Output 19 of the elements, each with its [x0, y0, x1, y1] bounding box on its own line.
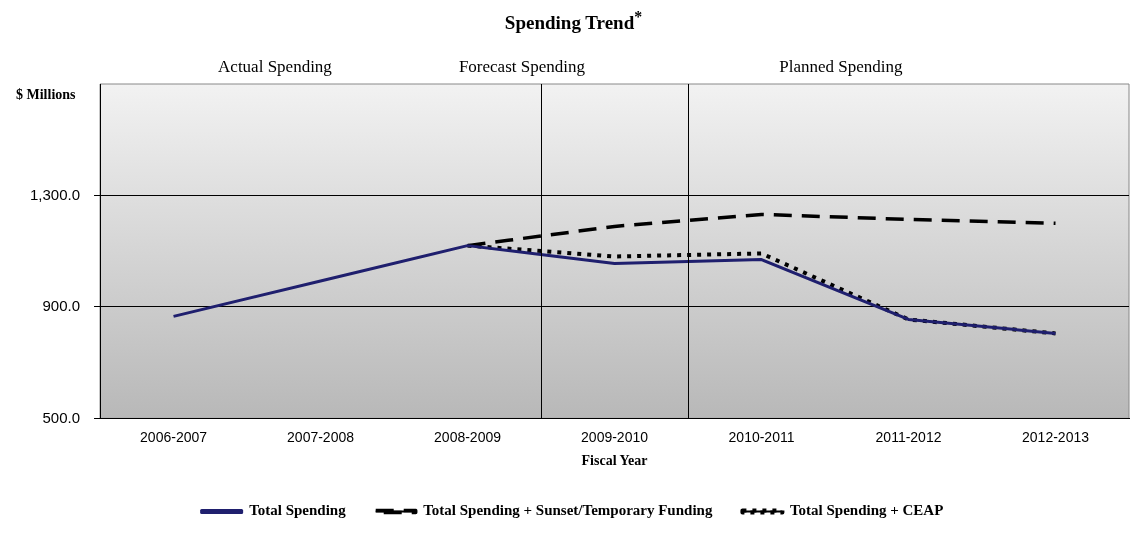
y-tick-label: 1,300.0 [30, 185, 81, 203]
x-tick-label: 2008-2009 [434, 428, 502, 445]
x-tick-label: 2007-2008 [287, 428, 355, 445]
x-tick-label: 2006-2007 [140, 428, 208, 445]
legend-label: Total Spending [249, 502, 347, 519]
y-tick-label: 900.0 [42, 297, 81, 315]
y-tick-label: 500.0 [42, 408, 81, 426]
x-tick-label: 2010-2011 [728, 428, 795, 445]
legend-label: Total Spending + Sunset/Temporary Funding [423, 502, 713, 519]
text: Planned Spending [779, 57, 904, 77]
text: Forecast Spending [458, 57, 586, 77]
y-axis-title: $ Millions [16, 86, 77, 102]
x-tick-label: 2009-2010 [581, 428, 649, 445]
legend-label: Total Spending + CEAP [789, 502, 944, 519]
x-tick-label: 2012-2013 [1022, 428, 1090, 445]
x-tick-label: 2011-2012 [875, 428, 942, 445]
x-axis-title: Fiscal Year [581, 453, 648, 469]
chart-title: Spending Trend$^{*}$ [503, 8, 644, 35]
text: Actual Spending [218, 57, 333, 77]
